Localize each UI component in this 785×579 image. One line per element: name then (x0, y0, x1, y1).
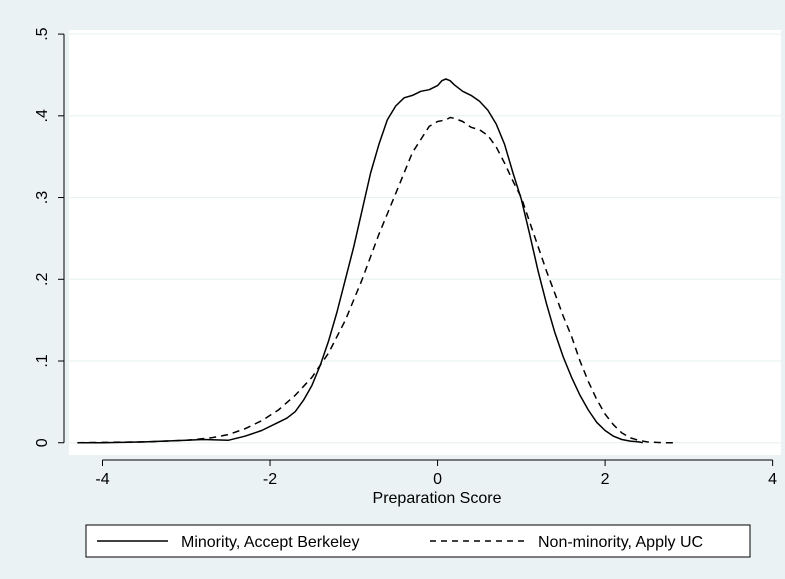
y-tick-label: .1 (34, 354, 51, 367)
axes: 0 .1 .2 .3 .4 .5 -4 -2 0 2 4 (34, 27, 777, 488)
legend-box (85, 524, 751, 558)
series-line-nonminority (77, 116, 677, 444)
y-tick-label: .4 (34, 109, 51, 122)
y-tick-label: 0 (34, 438, 51, 447)
y-tick-label: .3 (34, 191, 51, 204)
y-tick-label: .2 (34, 273, 51, 286)
plot-area (69, 30, 781, 455)
x-tick-label: -2 (263, 471, 277, 488)
x-tick-label: 0 (433, 471, 442, 488)
x-tick-label: 4 (768, 471, 777, 488)
legend-label-nonminority: Non-minority, Apply UC (538, 534, 703, 551)
y-tick-label: .5 (34, 27, 51, 40)
series-line-minority (77, 78, 643, 444)
legend-label-minority: Minority, Accept Berkeley (181, 534, 359, 551)
x-tick-label: 2 (601, 471, 610, 488)
x-axis-label: Preparation Score (373, 490, 502, 507)
series-lines (77, 78, 677, 444)
gridlines (69, 33, 781, 444)
x-tick-label: -4 (95, 471, 109, 488)
legend: Minority, Accept Berkeley Non-minority, … (85, 524, 751, 558)
